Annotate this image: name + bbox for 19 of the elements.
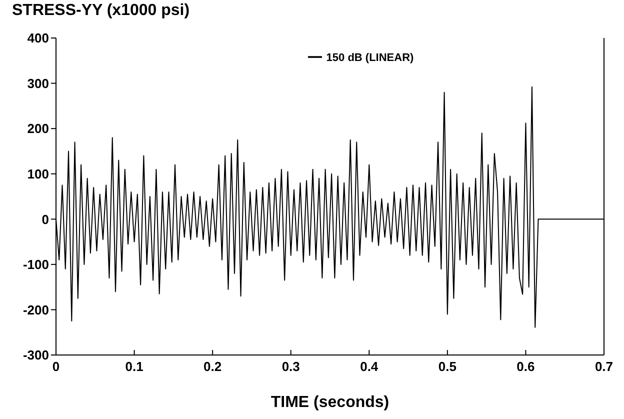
x-tick-label: 0.4 xyxy=(360,359,379,374)
y-tick-label: 400 xyxy=(27,30,49,46)
y-tick-label: -300 xyxy=(22,348,49,363)
x-tick-label: 0.7 xyxy=(594,359,614,374)
x-tick-label: 0.1 xyxy=(125,359,144,374)
x-axis-title: TIME (seconds) xyxy=(270,394,390,411)
y-tick-label: 100 xyxy=(27,166,49,182)
x-tick-label: 0.2 xyxy=(204,359,222,374)
y-tick-label: 300 xyxy=(27,76,49,91)
x-tick-label: 0.6 xyxy=(516,359,535,374)
x-tick-label: 0.5 xyxy=(438,359,456,374)
y-tick-label: 0 xyxy=(42,212,49,227)
y-tick-label: 200 xyxy=(27,121,49,136)
legend-label: 150 dB (LINEAR) xyxy=(326,52,414,64)
y-axis-title: STRESS-YY (x1000 psi) xyxy=(12,2,190,20)
y-tick-label: -100 xyxy=(22,257,49,272)
x-tick-label: 0.3 xyxy=(282,359,300,374)
x-tick-label: 0 xyxy=(52,359,60,374)
y-tick-label: -200 xyxy=(22,302,49,318)
